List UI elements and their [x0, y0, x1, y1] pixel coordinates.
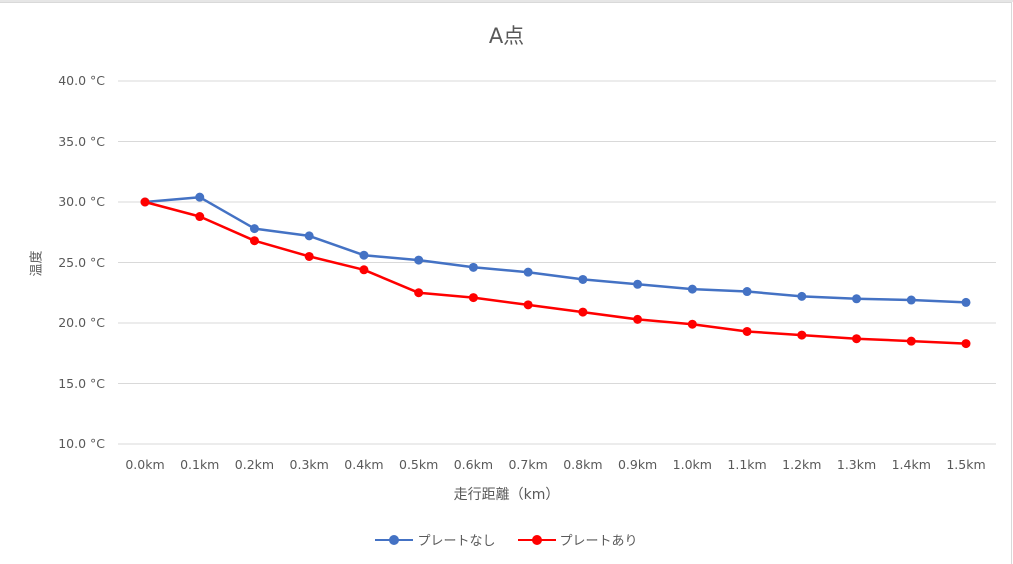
x-tick-label: 0.2km	[234, 457, 275, 472]
data-point-marker	[523, 267, 533, 277]
x-tick-label: 0.1km	[180, 457, 220, 472]
data-point-marker	[140, 197, 150, 207]
window-top-edge	[0, 0, 1013, 2]
y-tick-label: 30.0 °C	[58, 194, 105, 209]
data-point-marker	[304, 251, 314, 261]
x-tick-label: 0.3km	[289, 457, 329, 472]
y-tick-label: 15.0 °C	[58, 375, 105, 391]
data-point-marker	[961, 297, 971, 307]
x-tick-label: 0.7km	[508, 457, 548, 472]
data-point-marker	[742, 287, 752, 297]
x-tick-label: 0.0km	[125, 457, 165, 472]
series-line	[144, 200, 967, 345]
data-point-marker	[249, 236, 259, 246]
data-point-marker	[906, 336, 916, 346]
x-tick-label: 1.0km	[672, 457, 712, 472]
data-point-marker	[687, 284, 697, 294]
data-point-marker	[359, 265, 369, 275]
data-point-marker	[633, 279, 643, 289]
chart-title: A点	[488, 24, 525, 48]
legend-line-marker-icon	[517, 534, 556, 545]
legend-label: プレートあり	[559, 534, 638, 549]
y-tick-label: 35.0 °C	[58, 133, 105, 149]
data-point-marker	[852, 334, 862, 344]
data-point-marker	[359, 250, 369, 260]
data-point-marker	[687, 319, 697, 329]
data-point-marker	[195, 192, 205, 202]
data-point-marker	[195, 212, 205, 222]
x-tick-label: 0.6km	[453, 457, 494, 472]
data-point-marker	[961, 339, 971, 349]
x-tick-label: 0.9km	[617, 457, 658, 472]
data-point-marker	[523, 300, 533, 310]
legend-label: プレートなし	[417, 534, 496, 549]
legend: プレートなし プレートあり	[0, 530, 1013, 549]
data-point-marker	[414, 255, 424, 265]
data-point-marker	[797, 291, 807, 301]
data-point-marker	[578, 274, 588, 284]
data-point-marker	[578, 307, 588, 317]
x-tick-label: 1.1km	[727, 457, 767, 472]
x-tick-label: 0.4km	[344, 457, 384, 472]
data-point-marker	[797, 330, 807, 340]
data-point-marker	[304, 231, 314, 241]
data-point-marker	[414, 288, 424, 298]
series-line	[144, 195, 967, 304]
x-tick-label: 1.3km	[836, 457, 877, 472]
y-tick-label: 10.0 °C	[58, 436, 105, 451]
data-point-marker	[249, 224, 259, 234]
y-tick-label: 25.0 °C	[58, 254, 105, 270]
data-point-marker	[742, 326, 752, 336]
data-point-marker	[852, 294, 862, 304]
legend-line-marker-icon	[375, 534, 414, 545]
y-tick-label: 40.0 °C	[58, 73, 105, 88]
x-axis-title: 走行距離（km）	[453, 487, 560, 503]
data-point-marker	[906, 295, 916, 305]
data-point-marker	[468, 262, 478, 272]
legend-item-0: プレートなし	[375, 530, 496, 549]
y-tick-label: 20.0 °C	[58, 315, 105, 330]
data-point-marker	[468, 293, 478, 303]
series-0	[140, 192, 971, 307]
legend-item-1: プレートあり	[517, 530, 638, 549]
series-1	[140, 197, 971, 349]
x-tick-label: 1.4km	[891, 457, 931, 472]
x-tick-label: 0.5km	[399, 457, 439, 472]
x-tick-label: 0.8km	[563, 457, 603, 472]
x-tick-label: 1.5km	[946, 457, 986, 472]
data-point-marker	[633, 314, 643, 324]
x-tick-label: 1.2km	[782, 457, 822, 472]
